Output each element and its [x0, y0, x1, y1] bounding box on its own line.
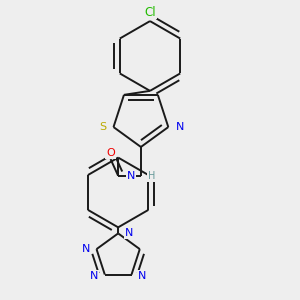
Text: N: N	[127, 171, 135, 181]
Text: N: N	[82, 244, 90, 254]
Text: N: N	[125, 228, 133, 239]
Text: N: N	[138, 271, 147, 281]
Text: Cl: Cl	[144, 5, 156, 19]
Text: N: N	[90, 271, 98, 281]
Text: N: N	[176, 122, 184, 132]
Text: H: H	[148, 171, 155, 181]
Text: S: S	[99, 122, 106, 132]
Text: O: O	[106, 148, 115, 158]
